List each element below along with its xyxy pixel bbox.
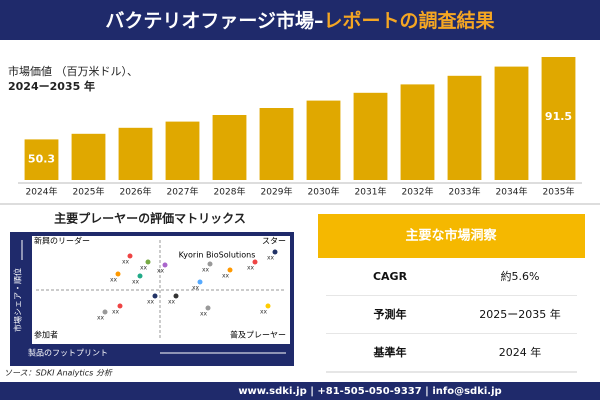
point-label: xx [267, 255, 275, 262]
matrix-dot [152, 293, 158, 299]
bar [118, 127, 153, 180]
bar [494, 66, 529, 180]
x-tick-label: 2029年 [261, 186, 293, 198]
row-value: 2025ー2035 年 [479, 307, 561, 321]
matrix-dot [227, 267, 233, 273]
insights-row [318, 258, 585, 296]
x-tick-label: 2024年 [26, 186, 58, 198]
matrix-dot [173, 293, 179, 299]
point-label: xx [97, 315, 105, 322]
header-title: バクテリオファージ市場–レポートの調査結果 [105, 9, 494, 32]
bar [306, 100, 341, 180]
row-value: 約5.6% [501, 269, 540, 283]
matrix-dot [265, 303, 271, 309]
matrix-dot [162, 262, 168, 268]
matrix-dot [137, 273, 143, 279]
insights-title: 主要な市場洞察 [405, 228, 497, 244]
highlight-label: Kyorin BioSolutions [179, 251, 256, 260]
matrix-dot [272, 249, 278, 255]
quadrant-label: 普及プレーヤー [230, 330, 286, 340]
point-label: xx [192, 285, 200, 292]
matrix-dot [252, 259, 258, 265]
point-label: xx [200, 311, 208, 318]
bar [447, 75, 482, 180]
point-label: xx [110, 277, 118, 284]
x-tick-label: 2033年 [449, 186, 481, 198]
point-label: xx [112, 309, 120, 316]
quadrant-label: 新興のリーダー [34, 236, 90, 246]
matrix-dot [207, 261, 213, 267]
point-label: xx [147, 299, 155, 306]
x-tick-label: 2035年 [543, 186, 575, 198]
source: ソース：SDKI Analytics 分析 [4, 369, 113, 378]
matrix-dot [102, 309, 108, 315]
matrix-dot [115, 271, 121, 277]
x-tick-label: 2026年 [120, 186, 152, 198]
footer-bar [0, 382, 600, 400]
data-label: 91.5 [545, 110, 572, 123]
insights-header [318, 214, 585, 258]
bar [259, 108, 294, 180]
x-tick-label: 2034年 [496, 186, 528, 198]
x-tick-label: 2031年 [355, 186, 387, 198]
x-tick-label: 2028年 [214, 186, 246, 198]
x-tick-label: 2027年 [167, 186, 199, 198]
y-axis-label: 市場シェア・順位 [13, 268, 23, 332]
x-tick-label: 2030年 [308, 186, 340, 198]
header-bar [0, 0, 600, 40]
data-label: 50.3 [28, 152, 55, 165]
matrix-dot [205, 305, 211, 311]
insights-row [318, 296, 585, 334]
x-tick-label: 2032年 [402, 186, 434, 198]
chart-title: 市場価値 （百万米ドル）、 [8, 64, 138, 78]
insights-row [318, 334, 585, 372]
bar [71, 133, 106, 180]
bar [165, 121, 200, 180]
row-label: CAGR [373, 270, 408, 283]
point-label: xx [122, 259, 130, 266]
bar [212, 115, 247, 180]
x-axis-label: 製品のフットプリント [28, 348, 108, 358]
bar [24, 139, 59, 180]
title-sub: レポートの調査結果 [324, 9, 495, 32]
row-label: 基準年 [373, 345, 407, 359]
matrix-title: 主要プレーヤーの評価マトリックス [54, 211, 246, 226]
footer: www.sdki.jp | +81-505-050-9337 | info@sd… [238, 386, 501, 397]
bar [541, 57, 576, 180]
matrix-dot [127, 253, 133, 259]
row-label: 予測年 [374, 307, 407, 321]
point-label: xx [222, 273, 230, 280]
point-label: xx [247, 265, 255, 272]
point-label: xx [157, 268, 165, 275]
title-main: バクテリオファージ市場– [105, 9, 323, 32]
point-label: xx [132, 279, 140, 286]
matrix-dot [197, 279, 203, 285]
quadrant-label: スター [262, 237, 286, 246]
chart-title: 2024ー2035 年 [8, 79, 95, 93]
matrix-dot [117, 303, 123, 309]
point-label: xx [260, 309, 268, 316]
bar [353, 92, 388, 180]
bar [400, 84, 435, 180]
point-label: xx [140, 265, 148, 272]
point-label: xx [202, 267, 210, 274]
matrix-dot [145, 259, 151, 265]
x-tick-label: 2025年 [73, 186, 105, 198]
row-value: 2024 年 [499, 345, 542, 359]
point-label: xx [168, 299, 176, 306]
quadrant-label: 参加者 [34, 330, 58, 340]
